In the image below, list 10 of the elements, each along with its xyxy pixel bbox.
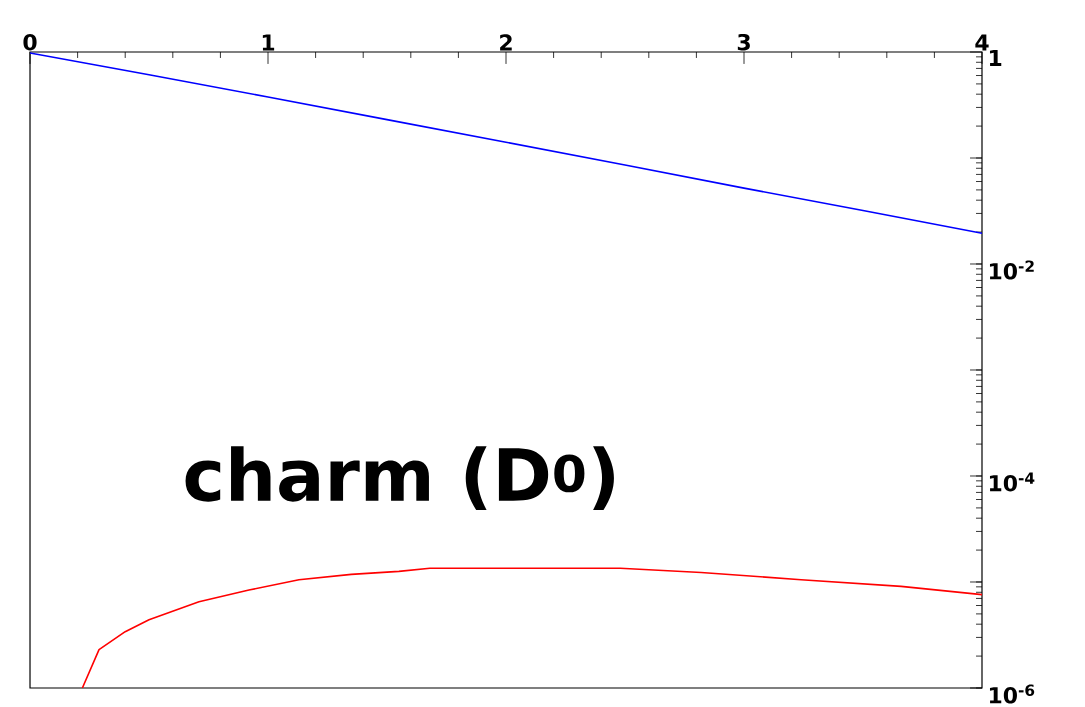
y-tick-label: 1 [989, 50, 1002, 67]
x-tick-label: 2 [500, 34, 512, 51]
x-tick-label: 0 [23, 33, 37, 51]
y-tick-label: 10$^{-2}$ [989, 260, 1034, 280]
x-tick-label: 1 [262, 34, 275, 51]
y-tick-label: 10$^{-6}$ [989, 684, 1035, 704]
x-tick-label: 3 [737, 33, 750, 51]
y-tick-label: 10$^{-4}$ [989, 472, 1035, 492]
x-tick-label: 4 [975, 34, 989, 51]
annotation: charm (D$^{0}$) [185, 446, 614, 511]
